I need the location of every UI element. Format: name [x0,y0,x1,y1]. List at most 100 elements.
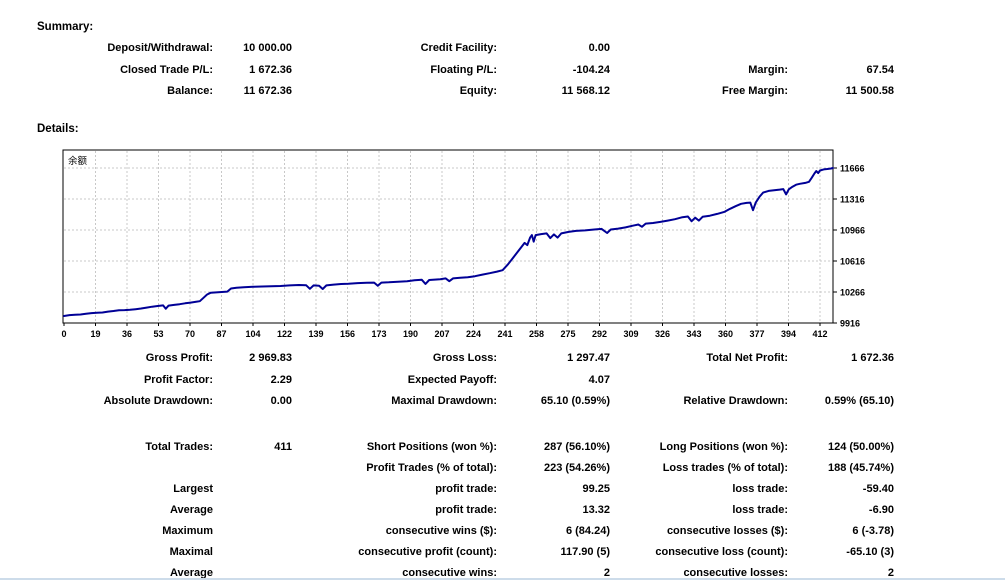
stat-value: -65.10 (3) [846,546,894,558]
x-tick-label: 258 [529,329,544,339]
stat-label: Average [169,567,213,579]
x-tick-label: 241 [497,329,512,339]
stat-label: Credit Facility: [420,42,497,54]
summary-table: Deposit/Withdrawal: 10 000.00 Credit Facil… [0,38,894,103]
empty-cell [213,521,292,542]
stat-value: 11 500.58 [845,85,894,97]
stat-value: 2 [887,567,894,579]
y-tick-label: 10966 [840,226,865,236]
bottom-separator [0,578,1005,580]
stat-label: Total Trades: [145,441,213,453]
empty-cell [213,458,292,479]
stat-label: profit trade: [435,504,497,516]
stat-label: consecutive losses ($): [666,525,788,537]
stat-value: 67.54 [866,63,894,76]
x-tick-label: 104 [245,329,260,339]
empty-cell [213,563,292,584]
stat-label: loss trade: [732,504,788,516]
empty-cell [788,370,894,392]
x-tick-label: 190 [403,329,418,339]
stat-value: 2.29 [270,373,292,386]
stat-value: 0.59% (65.10) [824,395,894,407]
x-tick-label: 53 [153,329,163,339]
stat-label: Short Positions (won %): [366,441,497,453]
empty-cell [610,370,788,392]
y-tick-label: 10266 [840,288,865,298]
y-tick-label: 10616 [840,257,865,267]
stat-value: 4.07 [588,373,610,386]
stat-value: 0.00 [588,42,610,54]
empty-cell [788,38,894,60]
x-tick-label: 207 [434,329,449,339]
x-tick-label: 0 [61,329,66,339]
empty-cell [610,38,788,60]
stat-value: 10 000.00 [243,42,292,54]
stat-label: consecutive wins ($): [385,525,497,537]
x-tick-label: 36 [122,329,132,339]
x-tick-label: 394 [781,329,796,339]
stat-label: consecutive loss (count): [655,546,788,558]
stat-value: 2 [603,567,610,579]
y-tick-label: 9916 [840,319,860,329]
x-tick-label: 139 [308,329,323,339]
stat-label: Gross Loss: [432,352,497,364]
stat-value: 223 (54.26%) [543,462,610,474]
x-tick-label: 224 [466,329,481,339]
stat-value: 1 672.36 [851,352,894,364]
trade-statistics-table: Total Trades: 411 Short Positions (won %):… [0,437,894,584]
x-tick-label: 326 [655,329,670,339]
stat-value: 99.25 [582,483,610,495]
stat-label: Deposit/Withdrawal: [107,42,213,54]
stat-value: 1 297.47 [567,352,610,364]
stat-value: 6 (84.24) [565,525,610,537]
stat-value: 411 [274,441,292,453]
y-tick-label: 11316 [840,195,865,205]
stat-label: Loss trades (% of total): [662,462,788,474]
stat-label: Expected Payoff: [407,373,497,386]
stat-label: Largest [173,483,213,495]
x-tick-label: 412 [812,329,827,339]
stat-label: Absolute Drawdown: [103,395,213,407]
stat-value: -104.24 [572,63,610,76]
chart-border [62,149,834,324]
stat-label: Total Net Profit: [706,352,788,364]
x-tick-label: 343 [686,329,701,339]
stat-value: 13.32 [582,504,610,516]
stat-label: Floating P/L: [430,63,497,76]
empty-cell [213,500,292,521]
stat-label: consecutive losses: [683,567,788,579]
stat-value: 65.10 (0.59%) [540,395,610,407]
performance-results-table: Gross Profit: 2 969.83 Gross Loss: 1 297.47… [0,348,894,413]
stat-label: consecutive profit (count): [358,546,497,558]
stat-label: Average [169,504,213,516]
stat-label: Relative Drawdown: [683,395,788,407]
empty-cell [0,458,213,479]
stat-value: -6.90 [868,504,894,516]
stat-label: Maximal [169,546,213,558]
stat-label: loss trade: [732,483,788,495]
stat-label: Equity: [459,85,497,97]
stat-label: Maximum [162,525,213,537]
stat-value: 124 (50.00%) [827,441,894,453]
stat-label: Margin: [748,63,788,76]
x-tick-label: 19 [90,329,100,339]
chart-plot-area [63,150,833,323]
stat-label: Closed Trade P/L: [120,63,213,76]
x-tick-label: 309 [623,329,638,339]
stat-value: 11 568.12 [561,85,610,97]
empty-cell [213,479,292,500]
x-tick-label: 292 [592,329,607,339]
stat-value: 117.90 (5) [560,546,610,558]
x-tick-label: 360 [718,329,733,339]
stat-value: 11 672.36 [243,85,292,97]
balance-curve [63,167,834,317]
stat-value: 0.00 [270,395,292,407]
x-tick-label: 275 [560,329,575,339]
stat-value: 287 (56.10%) [543,441,610,453]
stat-label: Balance: [167,85,213,97]
stat-value: 1 672.36 [249,63,292,76]
stat-value: -59.40 [862,483,894,495]
stat-label: consecutive wins: [402,567,497,579]
stat-label: profit trade: [435,483,497,495]
stat-label: Maximal Drawdown: [391,395,497,407]
